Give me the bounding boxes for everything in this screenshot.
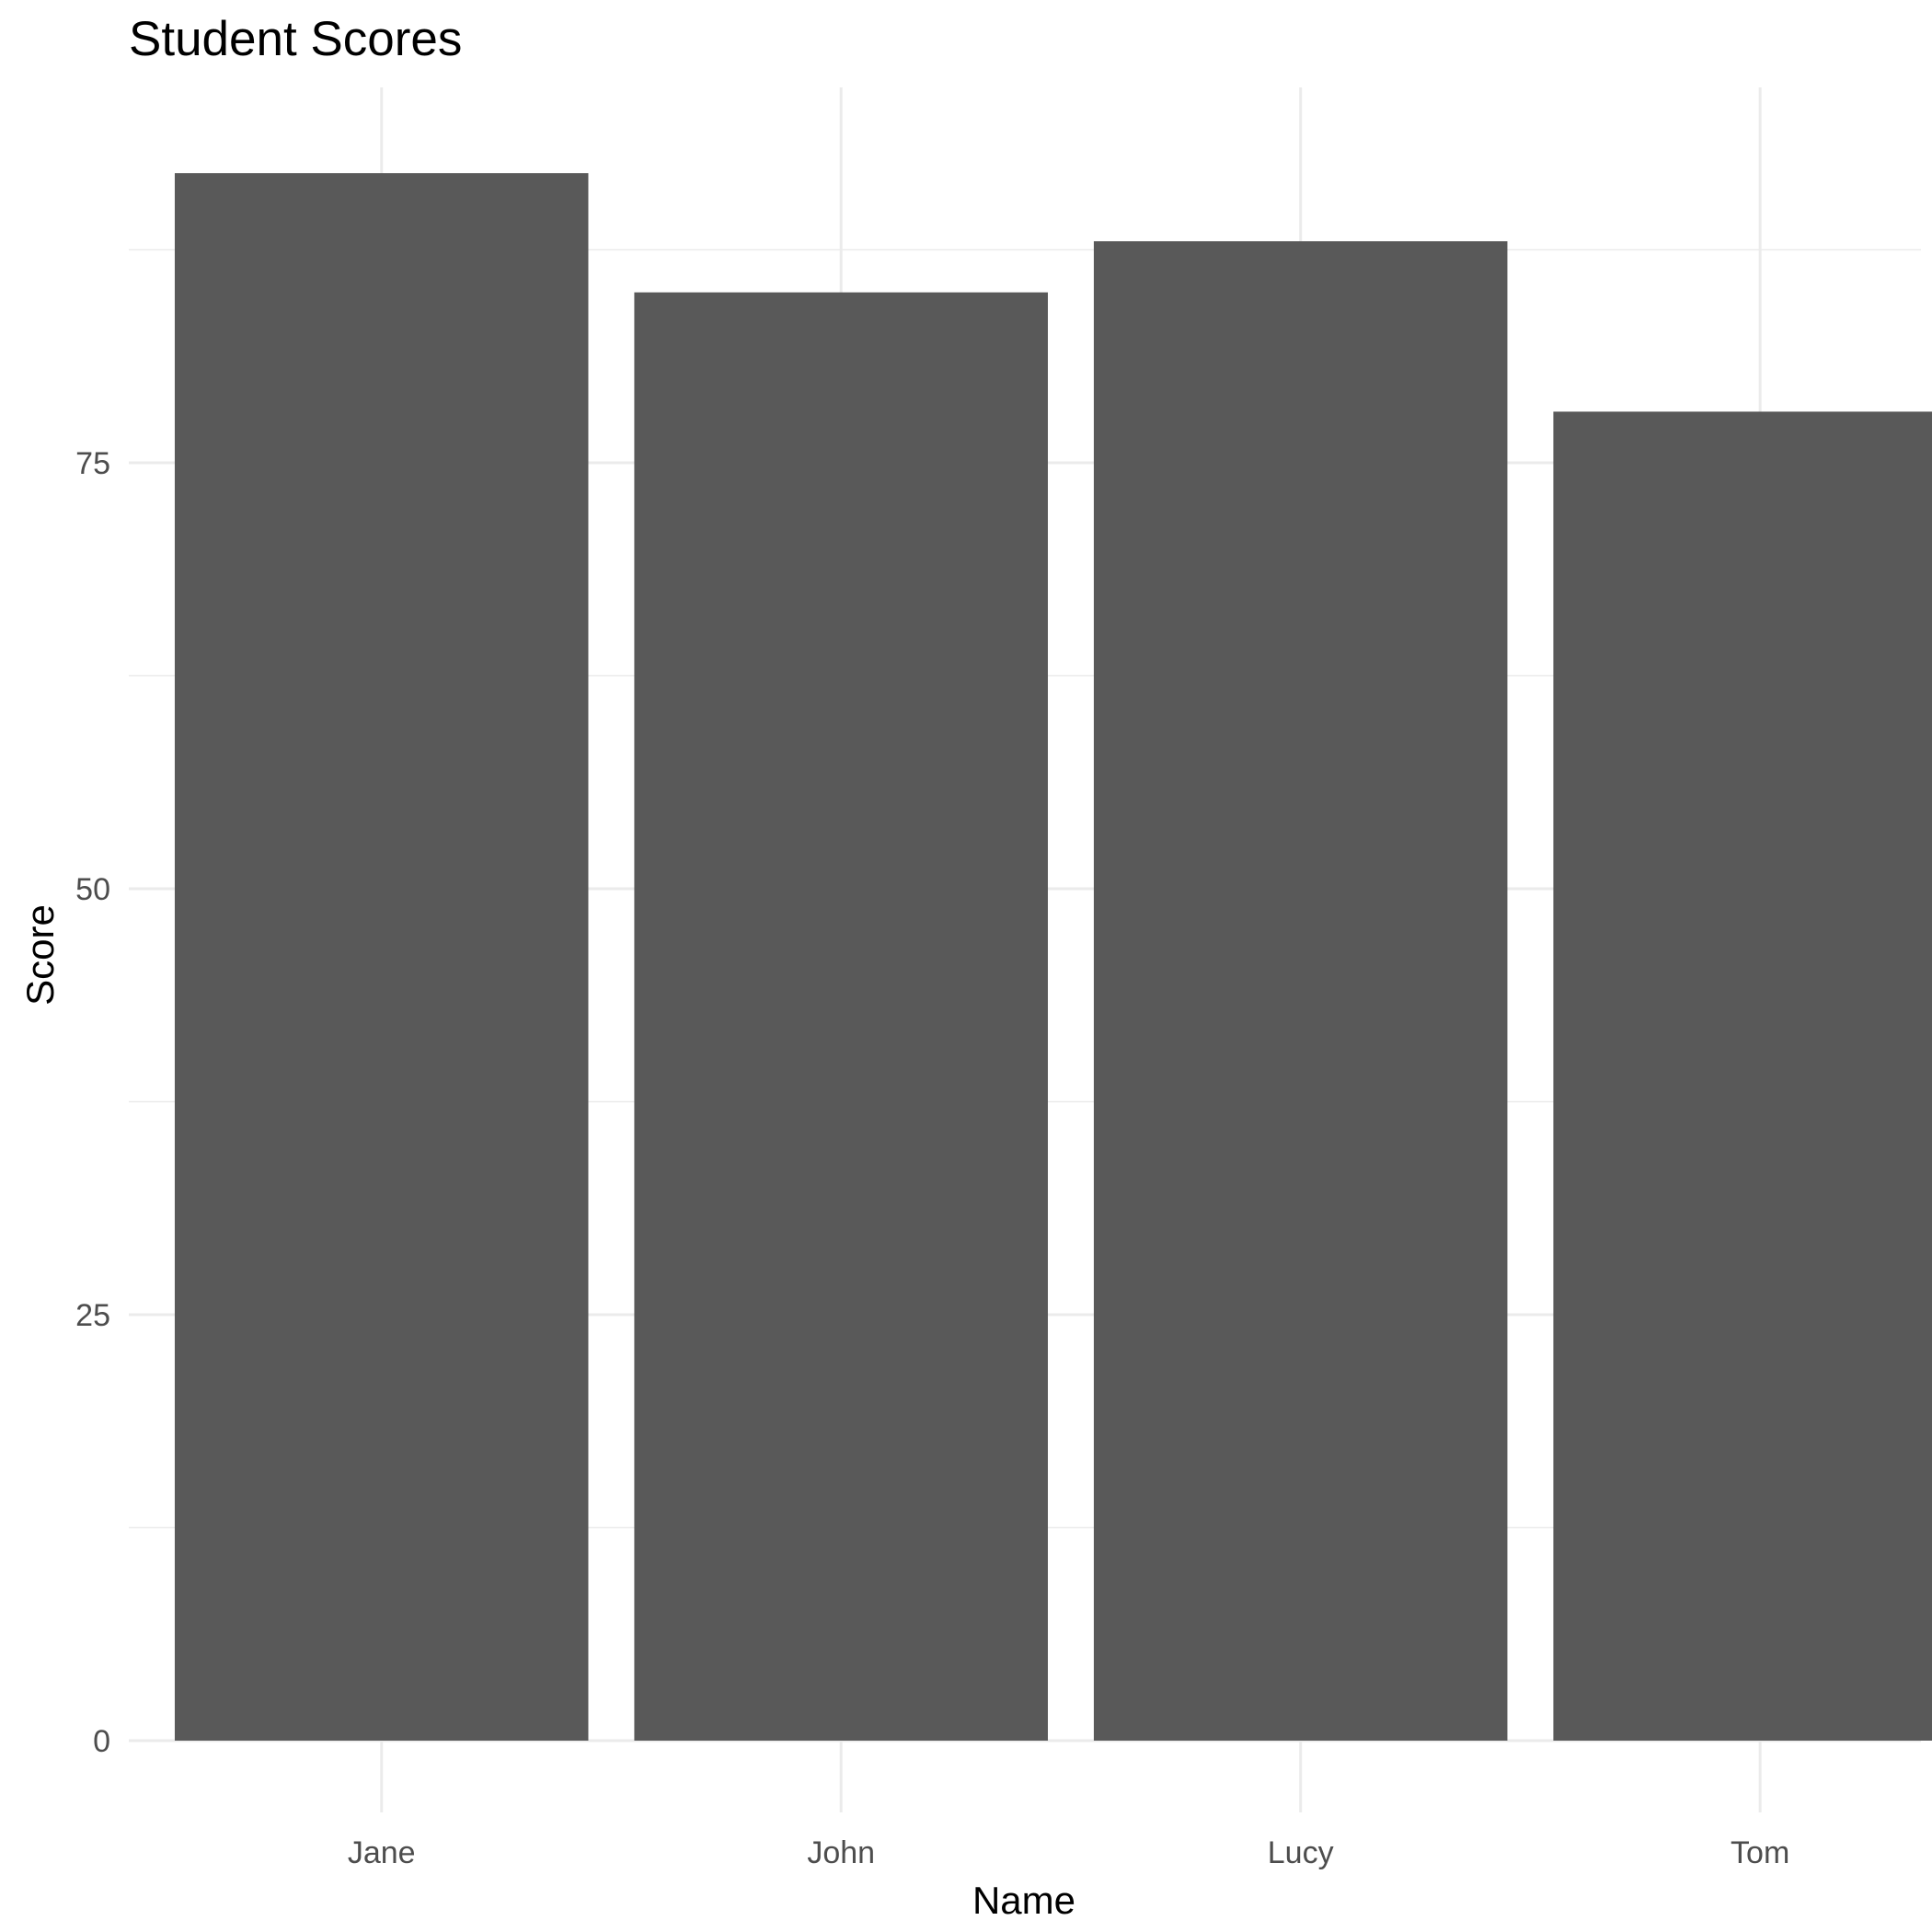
x-tick-label: Jane bbox=[348, 1835, 416, 1870]
bar-lucy bbox=[1093, 241, 1508, 1741]
x-axis-title: Name bbox=[972, 1879, 1075, 1922]
bar-john bbox=[634, 292, 1048, 1741]
y-tick-label: 0 bbox=[93, 1724, 110, 1759]
bars bbox=[174, 173, 1932, 1742]
y-tick-label: 50 bbox=[75, 872, 110, 907]
bar-tom bbox=[1553, 411, 1932, 1742]
chart-title: Student Scores bbox=[129, 12, 462, 66]
y-tick-label: 25 bbox=[75, 1298, 110, 1333]
x-tick-label: Tom bbox=[1731, 1835, 1789, 1870]
y-tick-label: 75 bbox=[75, 446, 110, 481]
bar-jane bbox=[174, 173, 589, 1741]
y-axis-title: Score bbox=[18, 904, 62, 1006]
x-tick-label: Lucy bbox=[1268, 1835, 1334, 1870]
x-tick-label: John bbox=[807, 1835, 875, 1870]
x-axis-tick-labels: Jane John Lucy Tom bbox=[348, 1835, 1789, 1870]
y-axis-tick-labels: 0 25 50 75 bbox=[75, 446, 110, 1759]
